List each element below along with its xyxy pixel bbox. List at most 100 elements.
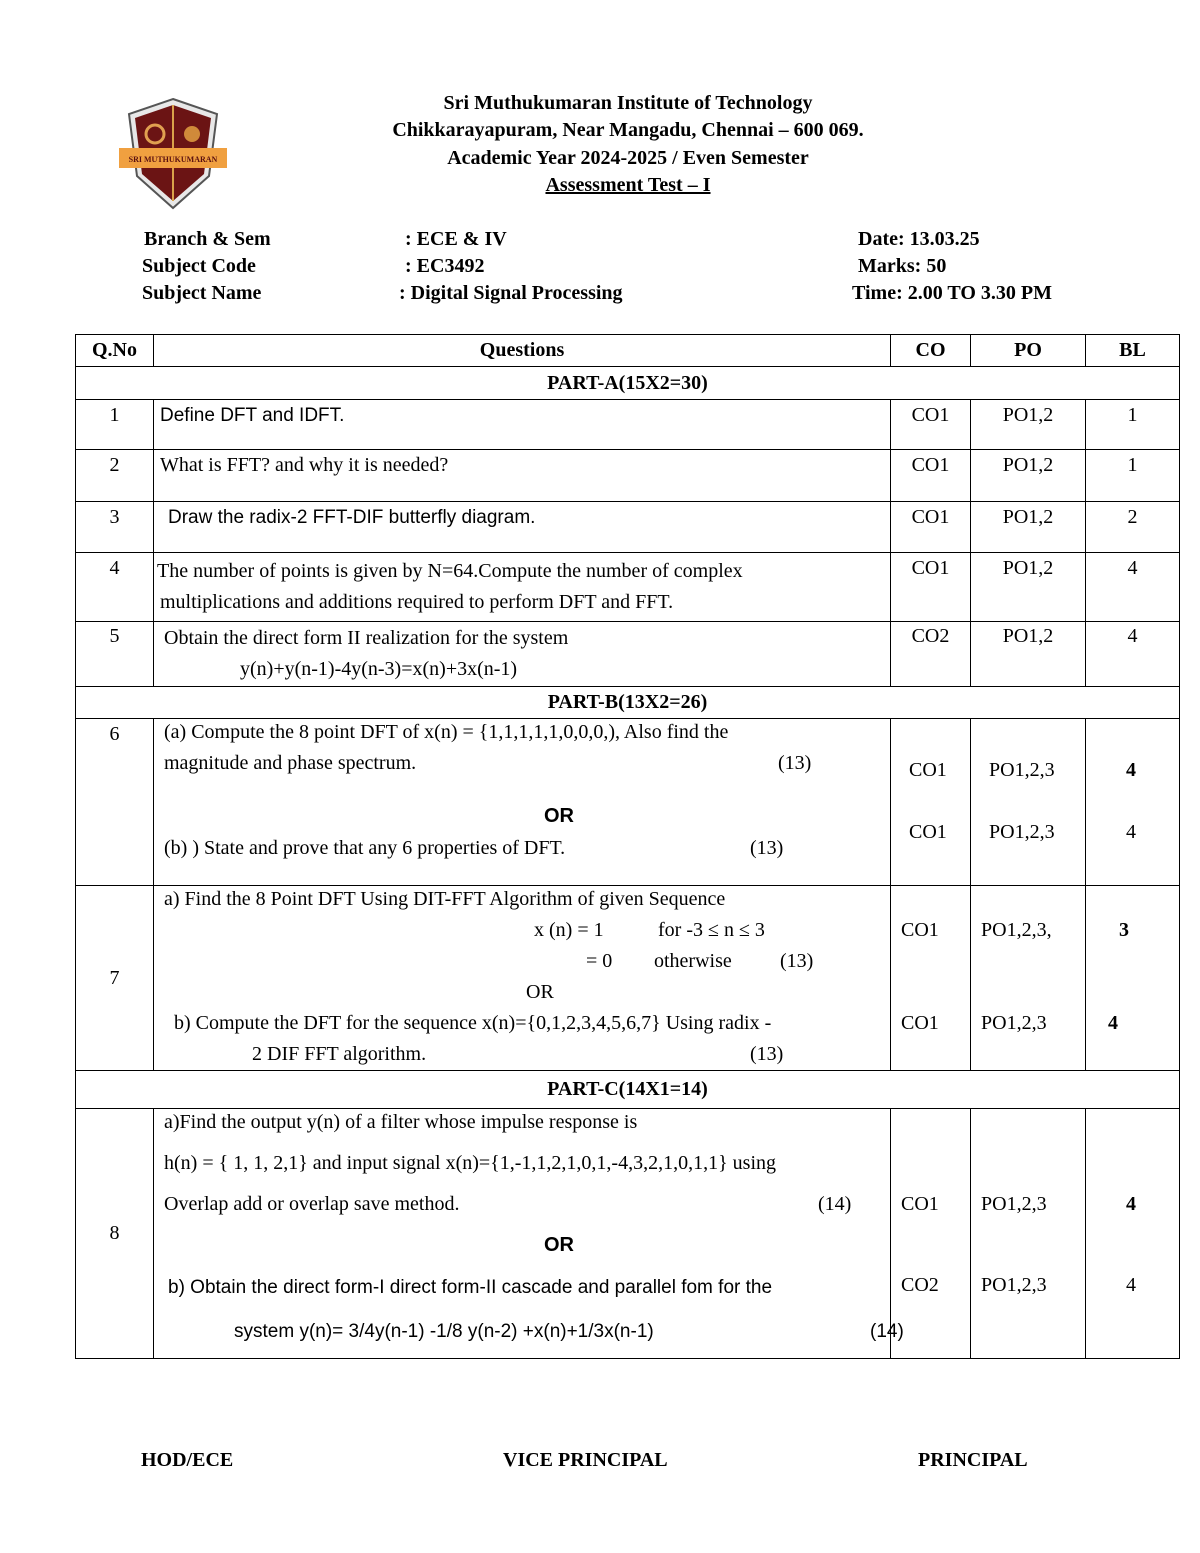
co-a: CO1 bbox=[901, 1193, 939, 1215]
question-text: Draw the radix-2 FFT-DIF butterfly diagr… bbox=[153, 501, 891, 553]
co-b: CO1 bbox=[909, 821, 947, 843]
table-row: 3 Draw the radix-2 FFT-DIF butterfly dia… bbox=[75, 501, 1180, 553]
code-value: : EC3492 bbox=[405, 255, 485, 277]
question-text: Define DFT and IDFT. bbox=[153, 399, 891, 450]
table-row: 2 What is FFT? and why it is needed? CO1… bbox=[75, 449, 1180, 502]
po-a: PO1,2,3 bbox=[981, 1193, 1047, 1215]
question-number: 8 bbox=[75, 1108, 154, 1359]
question-line: a) Find the 8 Point DFT Using DIT-FFT Al… bbox=[164, 888, 726, 910]
svg-text:SRI MUTHUKUMARAN: SRI MUTHUKUMARAN bbox=[129, 155, 218, 164]
po: PO1,2,3 PO1,2,3 bbox=[970, 1108, 1086, 1359]
po: PO1,2 bbox=[970, 501, 1086, 553]
po-b: PO1,2,3 bbox=[981, 1012, 1047, 1034]
code-label: Subject Code bbox=[142, 255, 256, 277]
part-c-heading: PART-C(14X1=14) bbox=[75, 1070, 1180, 1109]
po: PO1,2 bbox=[970, 449, 1086, 502]
co: CO1 CO1 bbox=[890, 718, 971, 886]
question-number: 4 bbox=[75, 552, 154, 622]
header-co: CO bbox=[890, 334, 971, 367]
question-text: a)Find the output y(n) of a filter whose… bbox=[153, 1108, 904, 1359]
or-label: OR bbox=[526, 981, 554, 1003]
question-number: 3 bbox=[75, 501, 154, 553]
bl-b: 4 bbox=[1126, 821, 1136, 843]
question-text: (a) Compute the 8 point DFT of x(n) = {1… bbox=[153, 718, 891, 886]
bl: 1 bbox=[1085, 449, 1180, 502]
question-line: magnitude and phase spectrum. bbox=[164, 752, 417, 774]
co-a: CO1 bbox=[901, 919, 939, 941]
question-number: 7 bbox=[75, 885, 154, 1071]
branch-label: Branch & Sem bbox=[144, 228, 271, 250]
bl: 4 bbox=[1085, 621, 1180, 687]
po: PO1,2 bbox=[970, 399, 1086, 450]
co-b: CO1 bbox=[901, 1012, 939, 1034]
po-a: PO1,2,3, bbox=[981, 919, 1052, 941]
table-header: Q.No Questions CO PO BL bbox=[75, 334, 1180, 367]
question-line: for -3 ≤ n ≤ 3 bbox=[658, 919, 765, 941]
question-line: The number of points is given by N=64.Co… bbox=[157, 560, 743, 582]
question-line: otherwise bbox=[654, 950, 732, 972]
marks: (13) bbox=[778, 752, 812, 774]
question-line: Overlap add or overlap save method. bbox=[164, 1193, 460, 1215]
co-a: CO1 bbox=[909, 759, 947, 781]
question-line: y(n)+y(n-1)-4y(n-3)=x(n)+3x(n-1) bbox=[240, 658, 518, 680]
marks: (13) bbox=[750, 1043, 784, 1065]
bl: 2 bbox=[1085, 501, 1180, 553]
principal-signature-label: PRINCIPAL bbox=[918, 1449, 1028, 1471]
po: PO1,2 bbox=[970, 621, 1086, 687]
co: CO1 CO1 bbox=[890, 885, 971, 1071]
question-line: Obtain the direct form II realization fo… bbox=[164, 627, 569, 649]
question-line: a)Find the output y(n) of a filter whose… bbox=[164, 1111, 638, 1133]
bl: 4 bbox=[1085, 552, 1180, 622]
question-line: = 0 bbox=[586, 950, 613, 972]
marks: (13) bbox=[750, 837, 784, 859]
name-value: : Digital Signal Processing bbox=[399, 282, 623, 304]
bl-a: 4 bbox=[1126, 1193, 1136, 1215]
table-row: 8 a)Find the output y(n) of a filter who… bbox=[75, 1108, 1180, 1359]
po-b: PO1,2,3 bbox=[981, 1274, 1047, 1296]
table-row: 1 Define DFT and IDFT. CO1 PO1,2 1 bbox=[75, 399, 1180, 450]
bl-b: 4 bbox=[1108, 1012, 1118, 1034]
institute-name: Sri Muthukumaran Institute of Technology bbox=[443, 92, 813, 114]
co: CO1 CO2 bbox=[890, 1108, 971, 1359]
question-line: system y(n)= 3/4y(n-1) -1/8 y(n-2) +x(n)… bbox=[234, 1321, 654, 1342]
co: CO2 bbox=[890, 621, 971, 687]
date: Date: 13.03.25 bbox=[858, 228, 980, 250]
question-line: (a) Compute the 8 point DFT of x(n) = {1… bbox=[164, 721, 729, 743]
table-row: 7 a) Find the 8 Point DFT Using DIT-FFT … bbox=[75, 885, 1180, 1071]
question-line: (b) ) State and prove that any 6 propert… bbox=[164, 837, 566, 859]
vice-principal-signature-label: VICE PRINCIPAL bbox=[503, 1449, 668, 1471]
co: CO1 bbox=[890, 501, 971, 553]
time: Time: 2.00 TO 3.30 PM bbox=[852, 282, 1052, 304]
question-line: h(n) = { 1, 1, 2,1} and input signal x(n… bbox=[164, 1152, 777, 1174]
question-line: b) Compute the DFT for the sequence x(n)… bbox=[174, 1012, 772, 1034]
institute-address: Chikkarayapuram, Near Mangadu, Chennai –… bbox=[392, 119, 864, 141]
question-number: 1 bbox=[75, 399, 154, 450]
po-b: PO1,2,3 bbox=[989, 821, 1055, 843]
marks: (13) bbox=[780, 950, 814, 972]
hod-signature-label: HOD/ECE bbox=[141, 1449, 234, 1471]
header-po: PO bbox=[970, 334, 1086, 367]
or-label: OR bbox=[544, 1234, 574, 1256]
bl-a: 3 bbox=[1119, 919, 1129, 941]
co: CO1 bbox=[890, 449, 971, 502]
header-qno: Q.No bbox=[75, 334, 154, 367]
branch-value: : ECE & IV bbox=[405, 228, 507, 250]
co-b: CO2 bbox=[901, 1274, 939, 1296]
question-line: x (n) = 1 bbox=[534, 919, 604, 941]
question-text: The number of points is given by N=64.Co… bbox=[153, 552, 891, 622]
bl-a: 4 bbox=[1126, 759, 1136, 781]
or-label: OR bbox=[544, 805, 574, 827]
table-row: 6 (a) Compute the 8 point DFT of x(n) = … bbox=[75, 718, 1180, 886]
question-number: 6 bbox=[75, 718, 154, 886]
question-line: 2 DIF FFT algorithm. bbox=[252, 1043, 427, 1065]
academic-year: Academic Year 2024-2025 / Even Semester bbox=[447, 147, 809, 169]
question-number: 5 bbox=[75, 621, 154, 687]
marks: Marks: 50 bbox=[858, 255, 947, 277]
part-a-heading: PART-A(15X2=30) bbox=[75, 366, 1180, 400]
question-line: b) Obtain the direct form-I direct form-… bbox=[168, 1277, 773, 1298]
po: PO1,2 bbox=[970, 552, 1086, 622]
question-line: multiplications and additions required t… bbox=[160, 591, 674, 613]
